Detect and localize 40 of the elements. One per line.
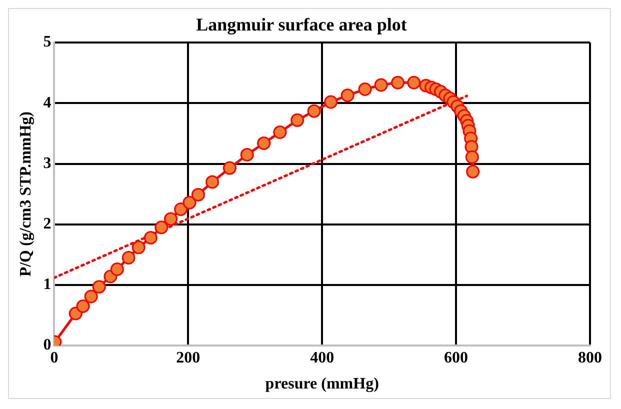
point bbox=[391, 76, 405, 90]
point bbox=[110, 262, 124, 276]
point bbox=[374, 78, 388, 92]
point bbox=[182, 196, 196, 210]
y-tick-label: 0 bbox=[43, 336, 52, 354]
y-axis-title: P/Q (g/cm3 STP.mmHg) bbox=[18, 112, 35, 277]
point bbox=[132, 240, 146, 254]
x-tick-label: 200 bbox=[176, 349, 200, 366]
point bbox=[154, 220, 168, 234]
y-tick-label: 1 bbox=[43, 276, 52, 294]
y-tick-label: 2 bbox=[43, 216, 52, 233]
point bbox=[273, 126, 287, 140]
point bbox=[174, 202, 188, 216]
point bbox=[92, 280, 106, 294]
point bbox=[257, 136, 271, 150]
y-tick-label: 5 bbox=[43, 34, 52, 51]
point bbox=[307, 104, 321, 118]
point bbox=[144, 230, 158, 244]
point bbox=[76, 299, 90, 313]
x-tick-label: 600 bbox=[444, 349, 468, 366]
point bbox=[84, 290, 98, 304]
point bbox=[290, 113, 304, 127]
chart-title: Langmuir surface area plot bbox=[196, 14, 407, 34]
point bbox=[240, 148, 254, 162]
point bbox=[222, 161, 236, 175]
point bbox=[324, 95, 338, 109]
x-tick-label: 800 bbox=[578, 349, 602, 366]
point bbox=[164, 212, 178, 226]
point bbox=[407, 76, 421, 90]
point bbox=[465, 150, 479, 164]
x-tick-label: 400 bbox=[310, 349, 334, 366]
point bbox=[122, 250, 136, 264]
y-tick-label: 3 bbox=[43, 154, 52, 172]
point bbox=[206, 175, 220, 189]
point bbox=[358, 82, 372, 96]
point bbox=[191, 188, 205, 202]
point bbox=[340, 88, 354, 102]
y-tick-label: 4 bbox=[43, 94, 52, 112]
point bbox=[466, 164, 480, 178]
x-axis-title: presure (mmHg) bbox=[265, 376, 379, 393]
